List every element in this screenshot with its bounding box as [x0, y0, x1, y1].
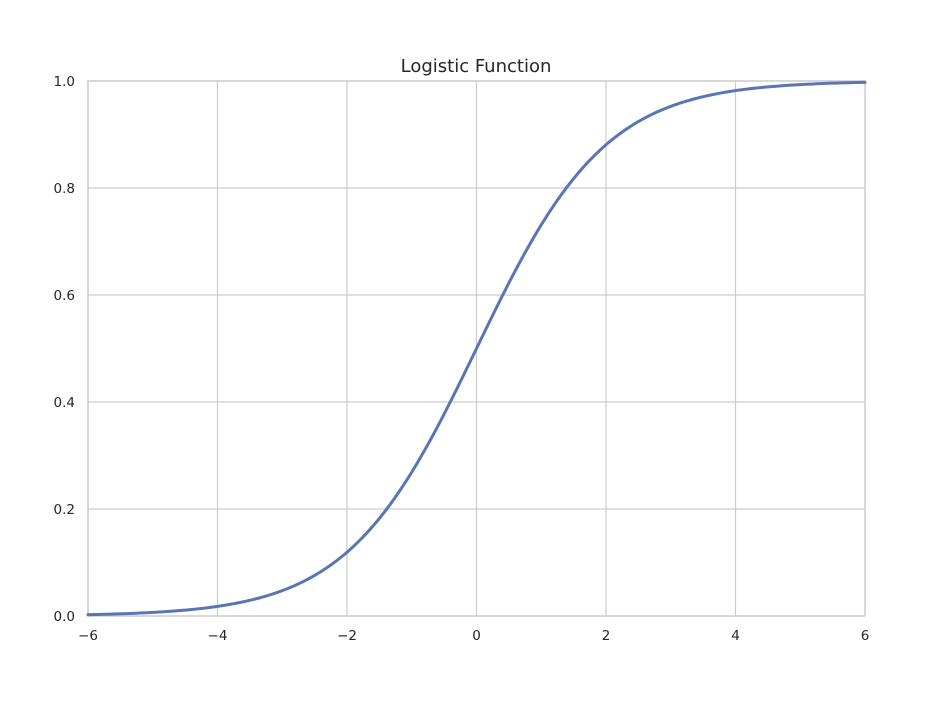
- x-tick-label: 2: [602, 628, 611, 644]
- y-tick-label: 0.2: [54, 502, 75, 518]
- chart-title: Logistic Function: [401, 56, 552, 77]
- y-tick-label: 1.0: [54, 74, 75, 90]
- y-tick-label: 0.4: [54, 395, 75, 411]
- x-axis-ticks: −6 −4 −2 0 2 4 6: [78, 628, 869, 644]
- x-tick-label: −2: [337, 628, 357, 644]
- x-tick-label: −6: [78, 628, 98, 644]
- y-tick-label: 0.8: [54, 181, 75, 197]
- x-tick-label: 4: [731, 628, 740, 644]
- x-tick-label: 6: [861, 628, 870, 644]
- x-tick-label: −4: [208, 628, 228, 644]
- y-axis-ticks: 0.0 0.2 0.4 0.6 0.8 1.0: [54, 74, 75, 625]
- y-tick-label: 0.0: [54, 609, 75, 625]
- y-tick-label: 0.6: [54, 288, 75, 304]
- series-group: [86, 80, 867, 617]
- series-line-logistic: [86, 80, 867, 617]
- plot-frame: [87, 80, 866, 617]
- x-tick-label: 0: [472, 628, 481, 644]
